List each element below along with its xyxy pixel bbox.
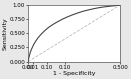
X-axis label: 1 - Specificity: 1 - Specificity bbox=[53, 71, 95, 76]
Y-axis label: Sensitivity: Sensitivity bbox=[3, 17, 8, 50]
